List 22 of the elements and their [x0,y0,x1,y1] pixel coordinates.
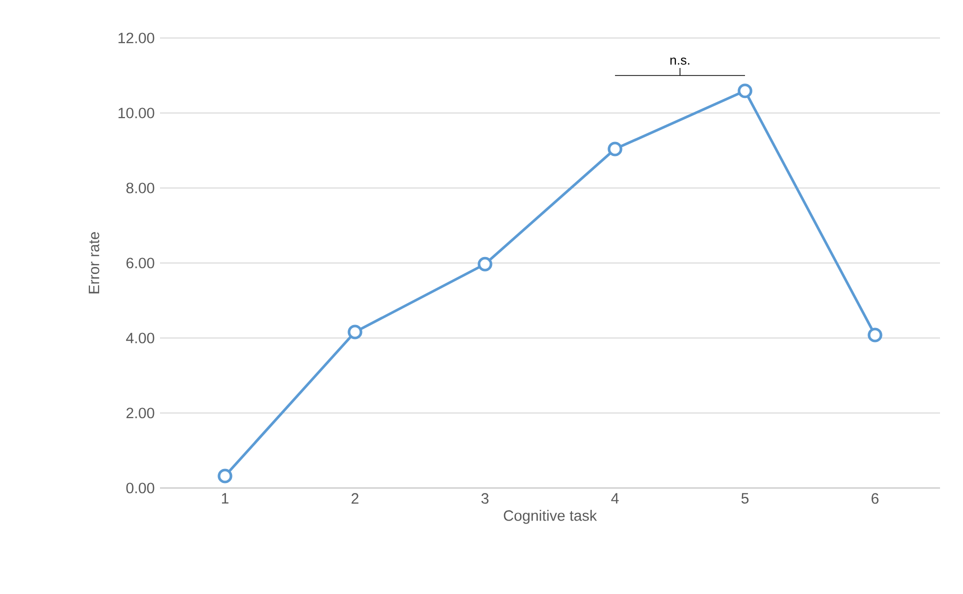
y-tick-label: 12.00 [118,32,154,44]
point [738,84,752,98]
y-tick-label: 0.00 [126,482,154,494]
x-tick-label: 4 [611,493,619,504]
x-tick-label: 3 [481,493,489,504]
y-tick-label: 4.00 [126,332,154,344]
annotation: n.s. [670,58,690,65]
y-tick-label: 2.00 [126,408,154,418]
point [478,256,492,272]
y-tick-label: 10.00 [118,108,154,118]
point [348,324,362,340]
y-tick-label: 8.00 [126,182,154,194]
point [218,468,232,484]
point [608,142,622,156]
y-tick-label: 6.00 [126,258,154,268]
x-tick-label: 2 [352,493,358,504]
y-axis-title: Error rate [88,232,100,294]
point [868,328,882,342]
x-tick-label: 6 [872,493,879,504]
x-tick-label: 5 [741,493,749,504]
x-axis-title: Cognitive task [504,510,597,524]
x-tick-label: 1 [222,493,228,504]
